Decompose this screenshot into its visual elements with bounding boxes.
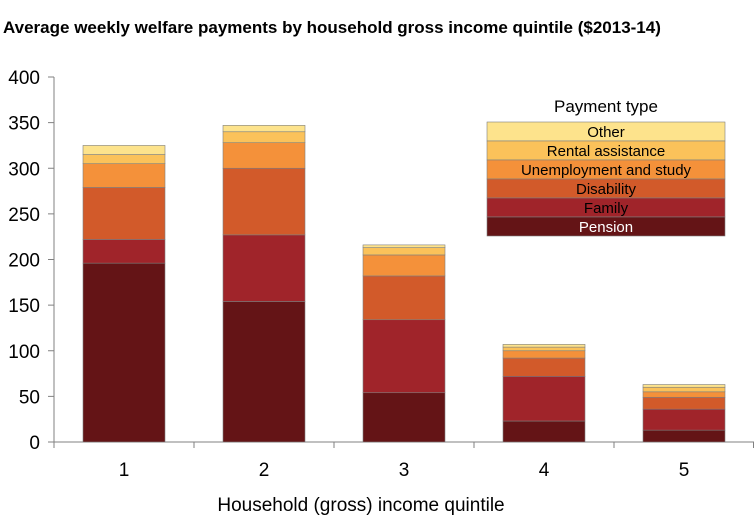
- bar-segment-other: [82, 145, 166, 155]
- bar-stack-quintile-4: [502, 344, 586, 443]
- bar-segment-rental-assistance: [82, 154, 166, 164]
- x-tick-label: 1: [119, 460, 130, 481]
- bar-segment-family: [222, 234, 306, 302]
- legend-label-pension: Pension: [579, 219, 633, 236]
- bar-segment-other: [502, 344, 586, 348]
- legend-label-rental-assistance: Rental assistance: [547, 143, 665, 160]
- bar-segment-rental-assistance: [222, 131, 306, 143]
- bar-segment-other: [222, 125, 306, 133]
- bar-segment-disability: [362, 275, 446, 321]
- legend-title: Payment type: [554, 97, 658, 116]
- x-tick-label: 2: [259, 460, 270, 481]
- bar-segment-pension: [222, 301, 306, 443]
- legend-label-disability: Disability: [576, 181, 637, 198]
- x-tick-label: 3: [399, 460, 410, 481]
- bar-segment-pension: [642, 429, 726, 443]
- bar-stack-quintile-3: [362, 244, 446, 443]
- x-axis: 1 2 3 4 5: [53, 441, 754, 481]
- x-axis-title: Household (gross) income quintile: [217, 495, 504, 516]
- y-tick-label: 100: [8, 342, 40, 363]
- bar-segment-family: [362, 319, 446, 394]
- bar-stack-quintile-1: [82, 145, 166, 443]
- bar-stacks: [82, 125, 726, 443]
- bar-segment-family: [502, 375, 586, 422]
- bar-segment-family: [642, 408, 726, 431]
- x-tick-label: 5: [679, 460, 690, 481]
- bar-segment-pension: [502, 420, 586, 443]
- legend-label-unemployment-and-study: Unemployment and study: [521, 162, 692, 179]
- bar-segment-disability: [502, 357, 586, 377]
- bar-segment-other: [362, 244, 446, 248]
- y-tick-label: 200: [8, 251, 40, 272]
- legend-label-family: Family: [584, 200, 629, 217]
- y-tick-label: 150: [8, 296, 40, 317]
- bar-segment-rental-assistance: [362, 247, 446, 256]
- y-tick-label: 350: [8, 114, 40, 135]
- y-tick-label: 250: [8, 205, 40, 226]
- legend: Payment type Other Rental assistance Unempl…: [486, 97, 726, 237]
- bar-segment-other: [642, 384, 726, 388]
- bar-segment-unemployment-and-study: [642, 391, 726, 398]
- legend-swatch-pension: [486, 216, 726, 237]
- bar-segment-unemployment-and-study: [82, 163, 166, 188]
- x-tick-label: 4: [539, 460, 550, 481]
- bar-segment-rental-assistance: [502, 346, 586, 352]
- y-tick-label: 400: [8, 68, 40, 89]
- chart-title: Average weekly welfare payments by house…: [3, 18, 661, 37]
- bar-segment-disability: [222, 167, 306, 236]
- y-tick-label: 300: [8, 159, 40, 180]
- bar-segment-family: [82, 239, 166, 264]
- y-tick-label: 50: [19, 387, 40, 408]
- bar-segment-unemployment-and-study: [362, 254, 446, 277]
- bar-stack-quintile-2: [222, 125, 306, 443]
- bar-segment-disability: [642, 396, 726, 410]
- bar-segment-unemployment-and-study: [222, 142, 306, 169]
- bar-segment-unemployment-and-study: [502, 350, 586, 359]
- legend-label-other: Other: [587, 124, 625, 141]
- bar-segment-rental-assistance: [642, 386, 726, 393]
- bar-segment-disability: [82, 187, 166, 240]
- y-tick-label: 0: [29, 433, 40, 454]
- bar-segment-pension: [82, 262, 166, 443]
- y-axis: 0 50 100 150 200 250 300 350 400: [8, 68, 55, 454]
- bar-stack-quintile-5: [642, 384, 726, 443]
- bar-segment-pension: [362, 392, 446, 443]
